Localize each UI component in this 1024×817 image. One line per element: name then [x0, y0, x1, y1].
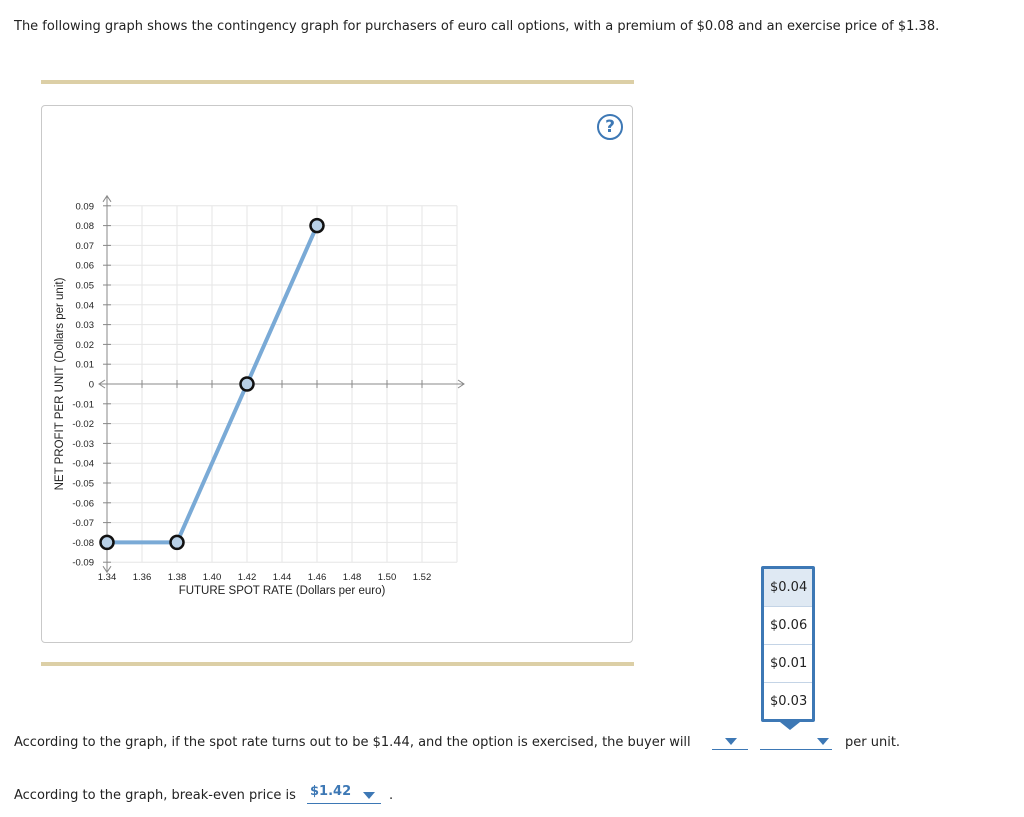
data-point-handle[interactable]: [99, 534, 115, 551]
y-tick-label: 0.08: [76, 221, 95, 232]
y-tick-label: -0.02: [72, 419, 94, 430]
break-even-dropdown[interactable]: $1.42: [307, 784, 381, 804]
x-axis-arrow-left-icon: [98, 379, 106, 389]
top-divider: [41, 80, 634, 84]
y-tick-label: -0.05: [72, 479, 94, 490]
intro-text: The following graph shows the contingenc…: [14, 19, 940, 34]
x-tick-label: 1.38: [168, 572, 187, 583]
chevron-down-icon: [817, 738, 829, 745]
chevron-down-icon: [725, 738, 737, 745]
dropdown-option[interactable]: $0.06: [764, 607, 812, 645]
listbox-pointer-icon: [780, 722, 800, 730]
y-tick-label: -0.01: [72, 399, 94, 410]
y-tick-label: 0.03: [76, 320, 95, 331]
y-axis-title: NET PROFIT PER UNIT (Dollars per unit): [54, 277, 66, 490]
data-point-handle[interactable]: [239, 376, 255, 392]
x-tick-label: 1.48: [343, 572, 362, 583]
dropdown-option[interactable]: $0.03: [770, 694, 808, 709]
x-tick-label: 1.40: [203, 572, 222, 583]
y-tick-label: -0.07: [72, 518, 94, 529]
x-tick-label: 1.42: [238, 572, 257, 583]
y-tick-label: 0.05: [76, 281, 95, 292]
y-tick-label: 0.01: [76, 360, 95, 371]
graph-panel: ?: [41, 105, 633, 643]
question-1-text: According to the graph, if the spot rate…: [14, 735, 691, 750]
x-axis-arrow-right-icon: [457, 379, 465, 389]
y-tick-label: -0.03: [72, 439, 94, 450]
y-tick-label: 0.02: [76, 340, 95, 351]
y-tick-label: 0.09: [76, 201, 95, 212]
y-tick-label: -0.09: [72, 558, 94, 569]
y-tick-label: 0.06: [76, 261, 95, 272]
amount-dropdown-listbox: $0.04 $0.06 $0.01 $0.03: [761, 566, 815, 722]
y-axis-arrow-down-icon: [102, 565, 112, 574]
help-icon[interactable]: ?: [597, 114, 623, 140]
bottom-divider: [41, 662, 634, 666]
gain-loss-dropdown[interactable]: [712, 731, 748, 750]
x-tick-label: 1.34: [98, 572, 117, 583]
chevron-down-icon: [363, 792, 375, 799]
x-tick-label: 1.36: [133, 572, 152, 583]
x-tick-label: 1.46: [308, 572, 327, 583]
amount-dropdown[interactable]: [760, 731, 832, 750]
x-tick-label: 1.44: [273, 572, 292, 583]
x-tick-label: 1.52: [413, 572, 432, 583]
y-tick-label: 0: [89, 380, 94, 391]
y-tick-label: 0.04: [76, 300, 95, 311]
dropdown-option[interactable]: $0.01: [764, 645, 812, 683]
question-2-text: According to the graph, break-even price…: [14, 788, 296, 803]
data-point-handle[interactable]: [309, 217, 325, 234]
y-tick-label: -0.08: [72, 538, 94, 549]
data-point-handle[interactable]: [169, 534, 185, 551]
x-tick-label: 1.50: [378, 572, 397, 583]
break-even-value: $1.42: [310, 784, 352, 799]
profit-line: [107, 224, 319, 545]
question-1-suffix: per unit.: [845, 735, 901, 750]
y-tick-label: -0.06: [72, 498, 94, 509]
y-axis-arrow-up-icon: [102, 194, 112, 203]
y-tick-label: 0.07: [76, 241, 95, 252]
dropdown-option[interactable]: $0.04: [764, 569, 812, 607]
y-tick-label: -0.04: [72, 459, 94, 470]
question-2-suffix: .: [389, 788, 394, 803]
x-axis-title: FUTURE SPOT RATE (Dollars per euro): [179, 585, 386, 597]
